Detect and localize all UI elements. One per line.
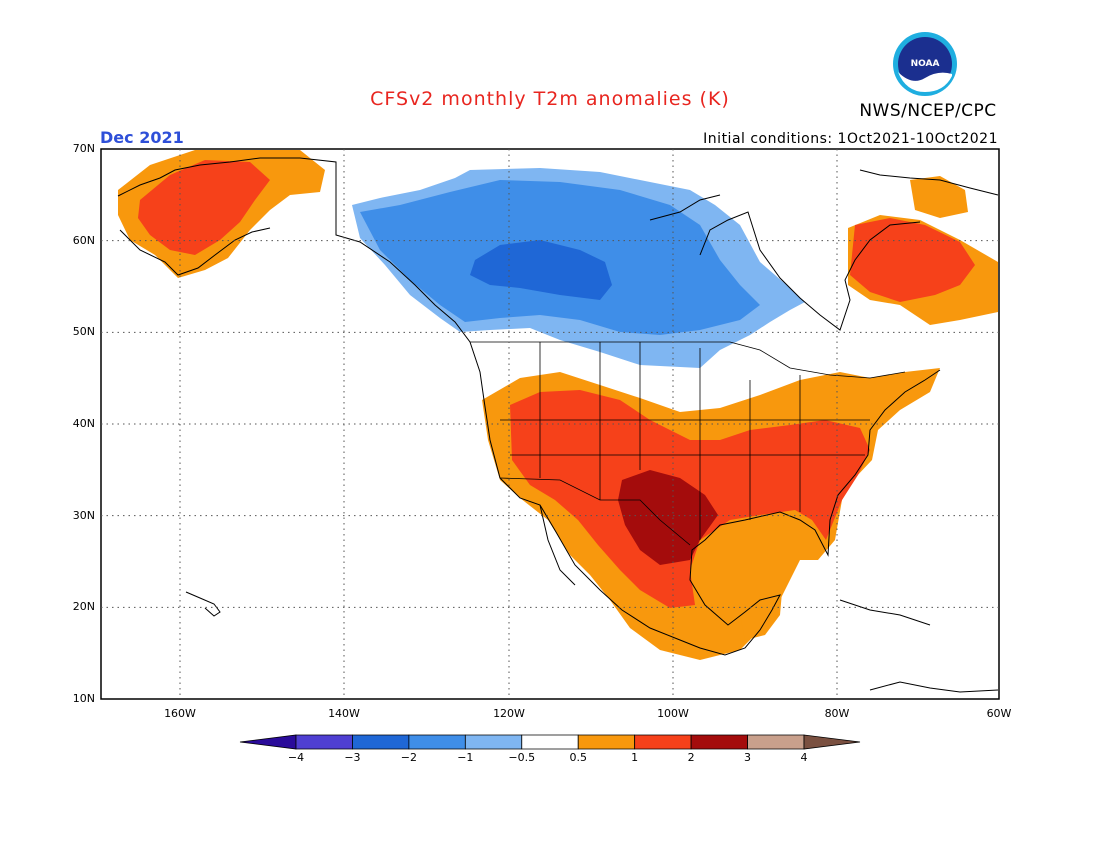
latitude-label: 70N: [72, 142, 95, 155]
colorbar-tick-label: 2: [687, 751, 695, 764]
anomaly-shading: [118, 150, 998, 660]
colorbar-tick-label: −2: [400, 751, 417, 764]
colorbar-tick-label: 0.5: [569, 751, 587, 764]
longitude-label: 140W: [328, 707, 360, 720]
longitude-label: 100W: [657, 707, 689, 720]
colorbar-tick-label: 1: [631, 751, 639, 764]
agency-label: NWS/NCEP/CPC: [859, 101, 997, 121]
latitude-label: 30N: [72, 508, 95, 522]
colorbar-tick-label: −1: [457, 751, 474, 764]
colorbar-tick-label: −0.5: [508, 751, 536, 764]
latitude-label: 60N: [72, 233, 95, 247]
latitude-label: 50N: [72, 325, 95, 339]
initial-conditions: Initial conditions: 1Oct2021-10Oct2021: [703, 131, 998, 147]
anomaly-region-greenland-warm: [910, 176, 968, 218]
graticule: [101, 149, 999, 699]
forecast-period: Dec 2021: [100, 128, 184, 147]
colorbar-tick-label: −4: [287, 751, 305, 764]
political-borders: [335, 162, 906, 546]
colorbar-tick-label: 4: [800, 751, 808, 764]
coastlines: [117, 157, 999, 693]
anomaly-region-labrador-warm: [850, 218, 975, 302]
anomaly-region-cold: [470, 240, 612, 300]
map-title: CFSv2 monthly T2m anomalies (K): [370, 88, 730, 110]
longitude-label: 160W: [164, 707, 196, 720]
latitude-label: 20N: [72, 600, 95, 614]
anomaly-region-texas-hot: [618, 470, 718, 565]
anomaly-region-alaska-warm: [138, 160, 270, 255]
anomaly-region-yucatan-warm: [740, 592, 782, 640]
colorbar-tick-label: −3: [344, 751, 361, 764]
colorbar-tick-label: 3: [744, 751, 752, 764]
latitude-label: 40N: [72, 417, 95, 430]
longitude-label: 120W: [493, 707, 525, 720]
latitude-label: 10N: [72, 692, 95, 705]
longitude-label: 60W: [986, 707, 1012, 720]
longitude-label: 80W: [824, 707, 850, 720]
